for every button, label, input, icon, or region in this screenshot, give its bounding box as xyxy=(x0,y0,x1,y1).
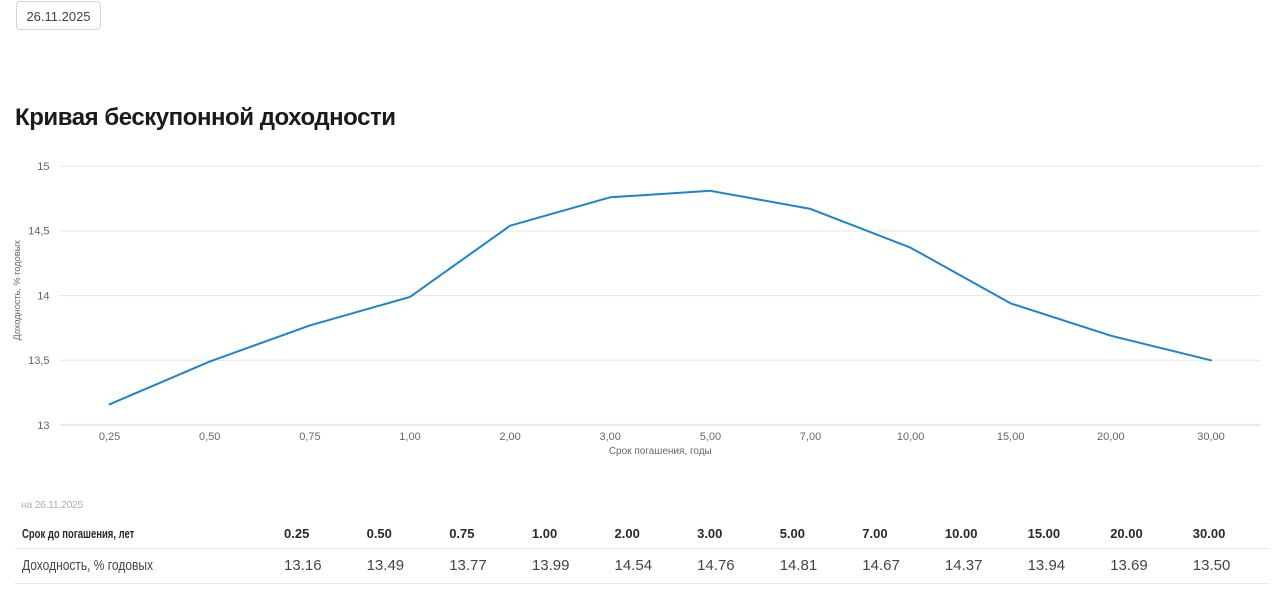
svg-text:Срок погашения, годы: Срок погашения, годы xyxy=(609,446,712,457)
svg-text:5,00: 5,00 xyxy=(700,431,721,443)
svg-text:0,50: 0,50 xyxy=(199,431,220,443)
svg-text:10,00: 10,00 xyxy=(897,431,925,443)
svg-text:13,5: 13,5 xyxy=(28,355,49,367)
svg-text:15,00: 15,00 xyxy=(997,431,1025,443)
svg-text:14,5: 14,5 xyxy=(28,226,49,238)
svg-text:3,00: 3,00 xyxy=(599,431,620,443)
svg-text:2,00: 2,00 xyxy=(499,431,520,443)
svg-text:0,25: 0,25 xyxy=(99,431,120,443)
svg-text:15: 15 xyxy=(37,161,49,173)
svg-text:20,00: 20,00 xyxy=(1097,431,1125,443)
svg-text:14: 14 xyxy=(37,290,49,302)
svg-text:0,75: 0,75 xyxy=(299,431,320,443)
svg-text:7,00: 7,00 xyxy=(800,431,821,443)
svg-text:13: 13 xyxy=(37,420,49,432)
svg-text:30,00: 30,00 xyxy=(1197,431,1225,443)
svg-text:1,00: 1,00 xyxy=(399,431,420,443)
svg-text:Доходность, % годовых: Доходность, % годовых xyxy=(12,240,22,341)
